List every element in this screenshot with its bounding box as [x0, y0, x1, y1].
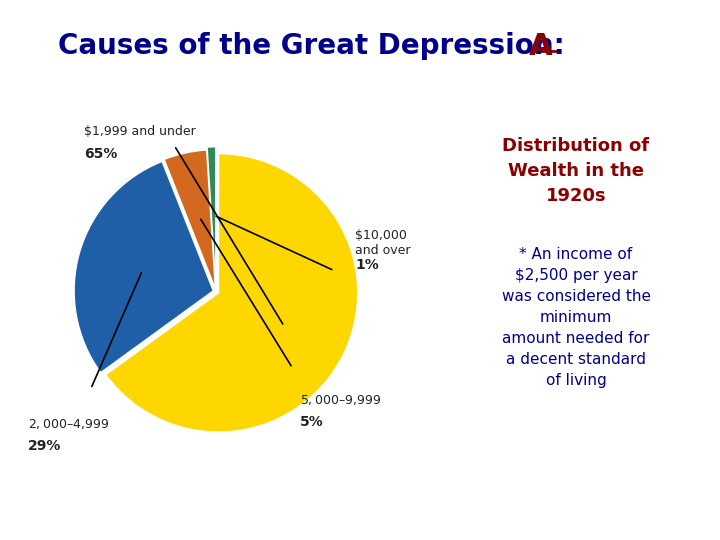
Text: $1,999 and under: $1,999 and under — [84, 125, 196, 138]
Text: $5,000 – $9,999: $5,000 – $9,999 — [300, 393, 381, 407]
Wedge shape — [74, 161, 213, 373]
Text: * An income of
$2,500 per year
was considered the
minimum
amount needed for
a de: * An income of $2,500 per year was consi… — [502, 247, 650, 388]
Text: Distribution of
Wealth in the
1920s: Distribution of Wealth in the 1920s — [503, 137, 649, 205]
Text: A: A — [529, 32, 553, 62]
Text: 1%: 1% — [355, 258, 379, 272]
Text: Causes of the Great Depression:: Causes of the Great Depression: — [58, 32, 574, 60]
Text: 65%: 65% — [84, 147, 117, 161]
Text: $2,000 – $4,999: $2,000 – $4,999 — [28, 417, 109, 431]
Text: $10,000
and over: $10,000 and over — [355, 229, 410, 257]
Wedge shape — [164, 150, 215, 289]
Text: 5%: 5% — [300, 415, 323, 429]
Wedge shape — [207, 147, 216, 286]
Wedge shape — [106, 154, 358, 432]
Text: 29%: 29% — [28, 439, 61, 453]
